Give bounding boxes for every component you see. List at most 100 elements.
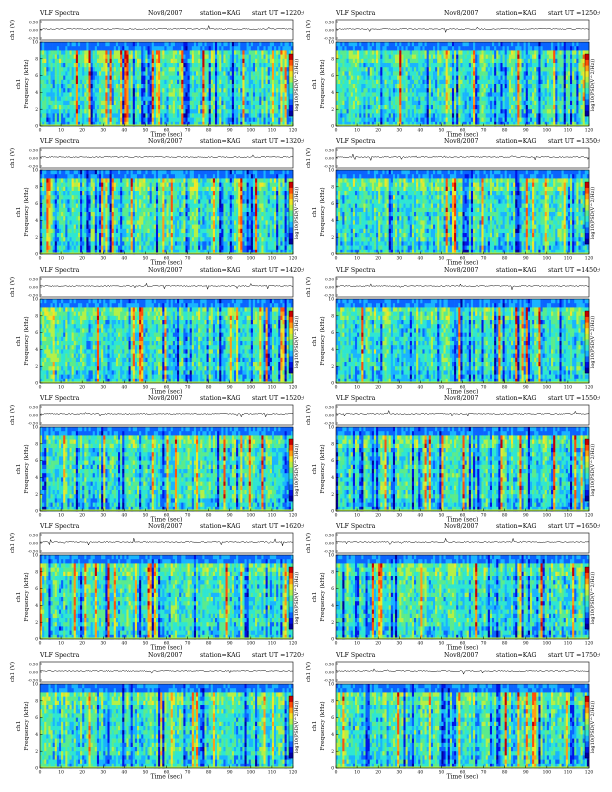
heatmap-cell <box>162 50 165 55</box>
heatmap-cell <box>344 42 347 47</box>
heatmap-cell <box>126 92 129 97</box>
heatmap-cell <box>369 84 373 89</box>
heatmap-cell <box>376 58 379 64</box>
heatmap-cell <box>477 58 480 64</box>
heatmap-cell <box>502 46 505 51</box>
heatmap-cell <box>187 117 190 123</box>
heatmap-cell <box>485 113 489 118</box>
heatmap-cell <box>373 58 377 64</box>
heatmap-cell <box>570 117 573 123</box>
heatmap-cell <box>527 84 531 89</box>
heatmap-cell <box>174 79 178 85</box>
heatmap-cell <box>109 109 112 114</box>
heatmap-cell <box>525 113 529 118</box>
heatmap-cell <box>212 117 216 123</box>
heatmap-cell <box>206 75 209 81</box>
heatmap-cell <box>359 46 362 51</box>
heatmap-cell <box>559 105 562 110</box>
heatmap-cell <box>411 96 415 102</box>
heatmap-cell <box>183 88 186 93</box>
heatmap-cell <box>196 109 199 114</box>
heatmap-cell <box>405 71 408 76</box>
heatmap-cell <box>563 96 567 102</box>
heatmap-cell <box>517 109 520 114</box>
heatmap-cell <box>492 58 495 64</box>
heatmap-cell <box>206 84 209 89</box>
heatmap-cell <box>508 42 512 47</box>
heatmap-cell <box>280 75 283 81</box>
heatmap-cell <box>56 84 60 89</box>
heatmap-cell <box>56 67 60 72</box>
heatmap-cell <box>536 54 539 60</box>
heatmap-cell <box>259 71 262 76</box>
heatmap-cell <box>52 121 56 127</box>
heatmap-cell <box>172 100 176 106</box>
heatmap-cell <box>546 92 550 97</box>
heatmap-cell <box>407 46 411 51</box>
heatmap-cell <box>124 67 127 72</box>
heatmap-cell <box>350 84 354 89</box>
heatmap-cell <box>143 75 146 81</box>
heatmap-cell <box>536 109 539 114</box>
heatmap-cell <box>376 50 379 55</box>
heatmap-cell <box>430 96 434 102</box>
heatmap-cell <box>532 100 535 106</box>
heatmap-cell <box>502 58 505 64</box>
heatmap-cell <box>352 67 356 72</box>
heatmap-cell <box>210 79 214 85</box>
heatmap-cell <box>130 121 134 127</box>
heatmap-cell <box>363 96 366 102</box>
heatmap-cell <box>464 88 468 93</box>
heatmap-cell <box>274 42 277 47</box>
heatmap-cell <box>50 54 53 60</box>
heatmap-cell <box>359 88 362 93</box>
heatmap-cell <box>63 42 66 47</box>
heatmap-cell <box>200 113 203 118</box>
heatmap-cell <box>196 79 199 85</box>
heatmap-cell <box>82 88 85 93</box>
heatmap-cell <box>536 71 539 76</box>
heatmap-cell <box>473 71 476 76</box>
heatmap-cell <box>46 109 49 114</box>
heatmap-cell <box>187 88 190 93</box>
heatmap-cell <box>561 105 564 110</box>
heatmap-cell <box>189 105 193 110</box>
heatmap-cell <box>88 79 91 85</box>
heatmap-cell <box>443 42 446 47</box>
heatmap-cell <box>111 63 115 68</box>
heatmap-cell <box>274 46 277 51</box>
heatmap-cell <box>525 84 529 89</box>
heatmap-cell <box>120 92 123 97</box>
heatmap-cell <box>443 50 446 55</box>
heatmap-cell <box>548 88 552 93</box>
heatmap-cell <box>282 105 285 110</box>
heatmap-cell <box>92 58 96 64</box>
heatmap-cell <box>470 84 474 89</box>
heatmap-cell <box>409 63 413 68</box>
heatmap-cell <box>350 121 354 127</box>
heatmap-cell <box>354 46 358 51</box>
heatmap-cell <box>40 233 43 238</box>
heatmap-cell <box>538 50 541 55</box>
heatmap-cell <box>529 54 533 60</box>
heatmap-cell <box>172 58 176 64</box>
heatmap-cell <box>403 88 406 93</box>
heatmap-cell <box>242 100 245 106</box>
heatmap-cell <box>565 105 569 110</box>
heatmap-cell <box>532 75 535 81</box>
heatmap-cell <box>77 92 81 97</box>
heatmap-cell <box>124 88 127 93</box>
heatmap-cell <box>168 71 172 76</box>
heatmap-cell <box>504 79 508 85</box>
heatmap-cell <box>346 117 349 123</box>
heatmap-cell <box>80 88 83 93</box>
heatmap-cell <box>86 50 89 55</box>
heatmap-cell <box>475 79 478 85</box>
heatmap-cell <box>276 79 279 85</box>
heatmap-cell <box>361 67 364 72</box>
heatmap-cell <box>506 46 510 51</box>
heatmap-cell <box>61 79 64 85</box>
heatmap-cell <box>506 105 510 110</box>
heatmap-cell <box>210 117 214 123</box>
heatmap-cell <box>212 79 216 85</box>
